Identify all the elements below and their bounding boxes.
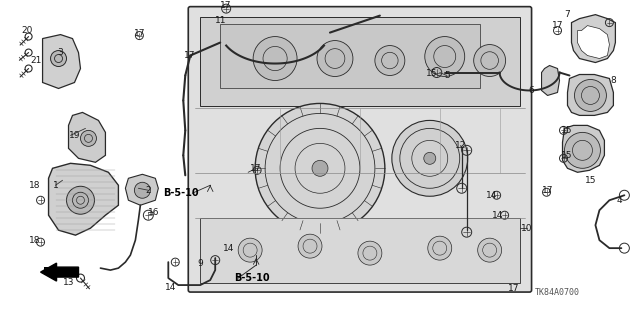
Text: TK84A0700: TK84A0700 bbox=[534, 287, 580, 297]
Circle shape bbox=[575, 79, 607, 111]
Text: 16: 16 bbox=[148, 208, 159, 217]
Text: 17: 17 bbox=[134, 29, 145, 38]
Text: 8: 8 bbox=[611, 76, 616, 85]
Text: 9: 9 bbox=[197, 259, 203, 268]
Text: 14: 14 bbox=[164, 283, 176, 292]
Circle shape bbox=[51, 50, 67, 67]
FancyArrow shape bbox=[40, 263, 79, 281]
Polygon shape bbox=[577, 26, 609, 58]
Circle shape bbox=[358, 241, 382, 265]
Text: 20: 20 bbox=[21, 26, 32, 35]
Circle shape bbox=[474, 45, 506, 77]
Circle shape bbox=[255, 103, 385, 233]
Text: 7: 7 bbox=[564, 10, 570, 19]
Text: 15: 15 bbox=[561, 151, 572, 160]
Bar bbox=[220, 24, 479, 88]
Text: 15: 15 bbox=[561, 126, 572, 135]
Text: 17: 17 bbox=[542, 186, 554, 195]
Circle shape bbox=[428, 236, 452, 260]
Circle shape bbox=[67, 186, 95, 214]
Text: 13: 13 bbox=[63, 278, 74, 286]
Circle shape bbox=[425, 37, 465, 77]
Text: 6: 6 bbox=[529, 86, 534, 95]
Circle shape bbox=[81, 130, 97, 146]
Text: 17: 17 bbox=[508, 284, 519, 293]
Polygon shape bbox=[568, 75, 613, 115]
Circle shape bbox=[564, 132, 600, 168]
Circle shape bbox=[392, 120, 468, 196]
Text: 3: 3 bbox=[58, 48, 63, 57]
Text: 4: 4 bbox=[616, 196, 622, 205]
Text: FR.: FR. bbox=[43, 267, 62, 277]
Polygon shape bbox=[563, 125, 604, 172]
Circle shape bbox=[253, 37, 297, 80]
Text: 14: 14 bbox=[486, 191, 497, 200]
Text: 17: 17 bbox=[220, 1, 232, 10]
Circle shape bbox=[317, 41, 353, 77]
Text: 14: 14 bbox=[492, 211, 503, 220]
Polygon shape bbox=[68, 112, 106, 162]
Text: 17: 17 bbox=[552, 21, 563, 30]
Text: 18: 18 bbox=[29, 181, 40, 190]
Text: 18: 18 bbox=[29, 236, 40, 245]
Circle shape bbox=[134, 182, 150, 198]
Text: 12: 12 bbox=[455, 141, 467, 150]
Text: 21: 21 bbox=[30, 56, 41, 65]
Circle shape bbox=[424, 152, 436, 164]
Polygon shape bbox=[541, 65, 559, 95]
Circle shape bbox=[238, 238, 262, 262]
Text: 15: 15 bbox=[426, 69, 438, 78]
Text: 17: 17 bbox=[184, 51, 195, 60]
Circle shape bbox=[375, 46, 405, 76]
Text: 17: 17 bbox=[250, 164, 262, 173]
Bar bbox=[200, 218, 520, 283]
Text: 19: 19 bbox=[68, 131, 80, 140]
Text: 14: 14 bbox=[223, 244, 234, 253]
Circle shape bbox=[298, 234, 322, 258]
Text: 15: 15 bbox=[585, 176, 596, 185]
Text: 11: 11 bbox=[214, 16, 226, 25]
Text: 10: 10 bbox=[521, 224, 532, 233]
Circle shape bbox=[312, 160, 328, 176]
Text: B-5-10: B-5-10 bbox=[234, 273, 270, 283]
Polygon shape bbox=[43, 34, 81, 88]
Polygon shape bbox=[572, 15, 616, 63]
Text: B-5-10: B-5-10 bbox=[163, 188, 199, 198]
Circle shape bbox=[477, 238, 502, 262]
Polygon shape bbox=[125, 174, 158, 205]
Text: 1: 1 bbox=[52, 181, 58, 190]
FancyBboxPatch shape bbox=[188, 7, 532, 292]
Bar bbox=[200, 17, 520, 107]
Text: 2: 2 bbox=[145, 186, 151, 195]
Polygon shape bbox=[49, 163, 118, 235]
Text: 5: 5 bbox=[444, 71, 450, 80]
